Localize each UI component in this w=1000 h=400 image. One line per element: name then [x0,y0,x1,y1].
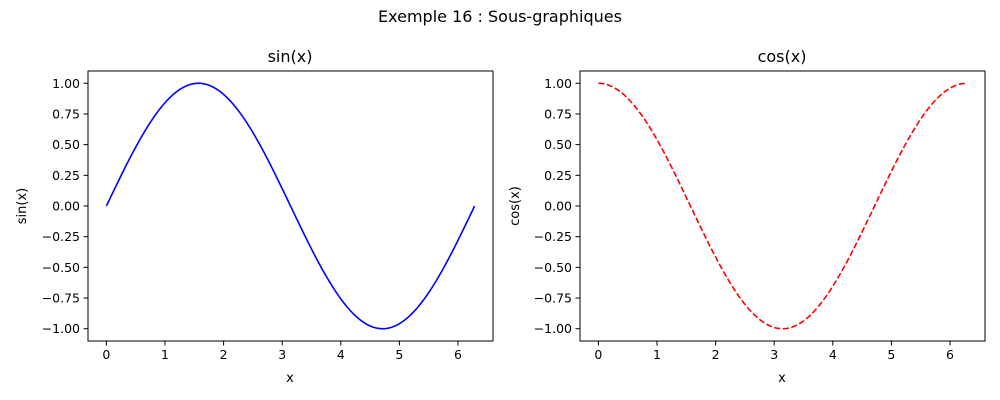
subplot-title: cos(x) [758,47,807,66]
series-line-cos [598,82,967,330]
y-tick-label: −0.75 [534,291,572,306]
x-tick-label: 4 [337,347,345,362]
x-tick-label: 5 [395,347,403,362]
y-tick-label: −0.25 [42,229,80,244]
y-tick-label: 0.50 [544,137,572,152]
x-axis-label: x [286,371,294,386]
y-tick-label: 0.50 [52,137,80,152]
y-tick-label: 1.00 [544,76,572,91]
y-tick-label: 0.00 [52,199,80,214]
y-tick-label: −0.50 [534,260,572,275]
y-tick-label: 0.75 [52,106,80,121]
x-tick-label: 3 [278,347,286,362]
x-tick-label: 3 [770,347,778,362]
y-tick-label: −0.75 [42,291,80,306]
x-tick-label: 2 [220,347,228,362]
subplot-title: sin(x) [268,47,313,66]
y-tick-label: −1.00 [42,321,80,336]
y-tick-label: 0.25 [544,168,572,183]
subplot-sin: sin(x) x sin(x) 0 1 2 3 4 5 6 −1.00 −0.75 −0.50 −0… [15,47,494,386]
figure-suptitle: Exemple 16 : Sous-graphiques [378,7,622,26]
y-tick-label: 0.75 [544,106,572,121]
x-tick-label: 6 [946,347,954,362]
y-tick-label: 0.00 [544,199,572,214]
y-tick-label: 0.25 [52,168,80,183]
y-axis-label: cos(x) [508,186,523,226]
x-tick-label: 0 [594,347,602,362]
x-tick-label: 2 [712,347,720,362]
subplot-cos: cos(x) x cos(x) 0 1 2 3 4 5 6 −1.00 −0.75 −0.50 −0… [508,47,986,386]
x-tick-label: 1 [161,347,169,362]
y-axis-label: sin(x) [15,188,30,224]
series-line-sin [105,82,476,330]
x-tick-label: 0 [102,347,110,362]
x-tick-label: 1 [653,347,661,362]
x-tick-label: 4 [829,347,837,362]
x-tick-label: 5 [887,347,895,362]
x-axis-label: x [778,371,786,386]
y-tick-label: 1.00 [52,76,80,91]
x-tick-label: 6 [454,347,462,362]
y-tick-label: −0.50 [42,260,80,275]
y-tick-label: −0.25 [534,229,572,244]
y-tick-label: −1.00 [534,321,572,336]
